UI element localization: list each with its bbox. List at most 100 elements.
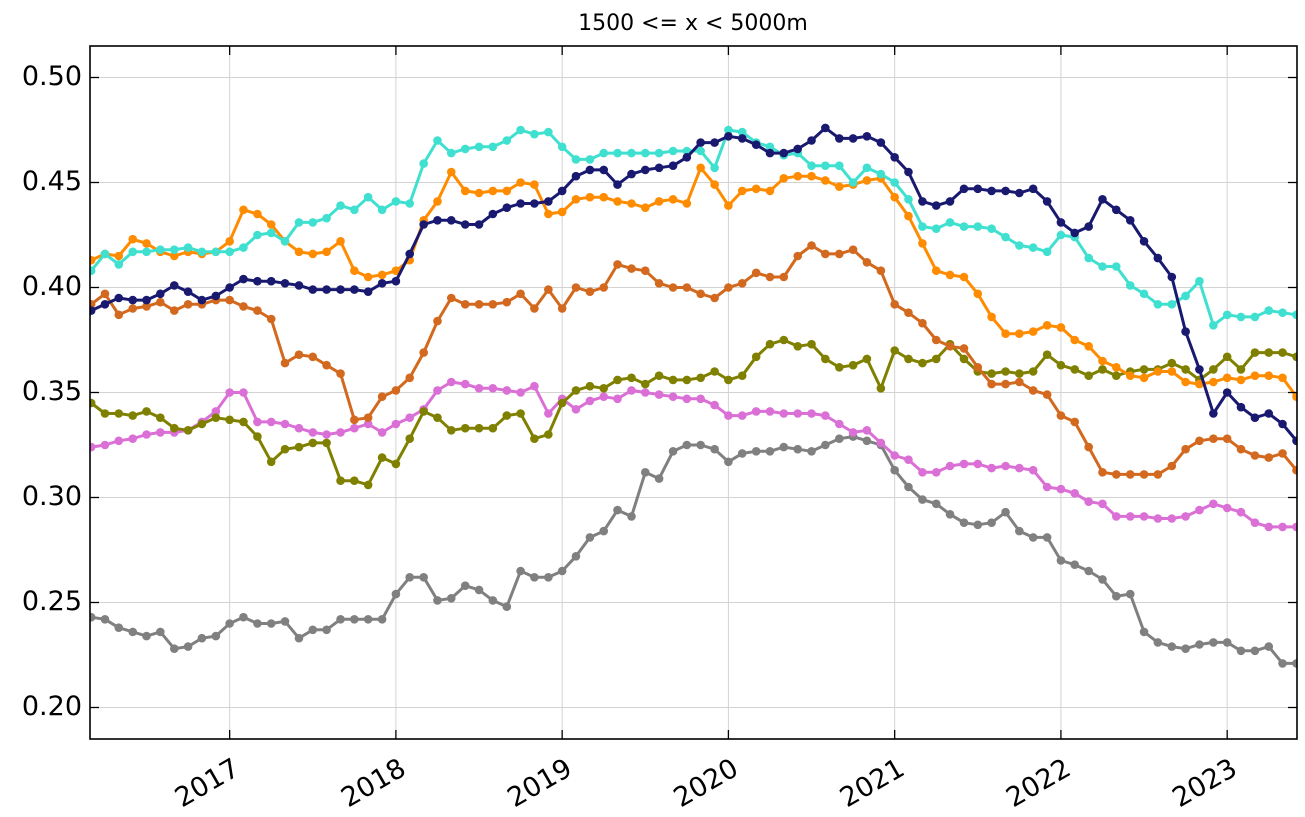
data-point (322, 625, 331, 635)
data-point (1111, 591, 1121, 601)
data-point (973, 289, 983, 299)
data-point (945, 218, 955, 227)
data-point (446, 167, 456, 177)
data-point (239, 302, 248, 311)
data-point (613, 394, 622, 404)
data-point (90, 266, 96, 275)
data-point (779, 174, 789, 183)
data-point (350, 205, 359, 215)
data-point (904, 354, 913, 364)
data-point (183, 426, 193, 435)
data-point (169, 306, 179, 315)
data-point (1195, 640, 1204, 649)
axes: 0.20 0.25 0.30 0.35 0.40 0.45 0.50 2017 2018 2019… (22, 46, 1297, 814)
data-point (308, 249, 318, 259)
data-point (502, 136, 512, 145)
data-point (862, 163, 872, 173)
data-point (280, 237, 290, 246)
data-point (599, 192, 609, 202)
data-point (294, 281, 304, 290)
data-point (544, 127, 553, 137)
data-point (654, 163, 664, 173)
data-point (142, 239, 151, 248)
data-point (253, 432, 262, 441)
data-point (751, 352, 761, 362)
data-point (751, 407, 761, 416)
data-point (640, 148, 650, 158)
data-point (128, 304, 138, 313)
data-point (1292, 522, 1297, 532)
data-point (433, 197, 442, 206)
data-point (1167, 272, 1177, 282)
data-point (835, 134, 844, 143)
data-point (280, 419, 290, 429)
data-point (918, 318, 927, 328)
data-point (1001, 186, 1010, 196)
data-point (460, 220, 470, 229)
data-point (571, 171, 581, 181)
data-point (959, 184, 969, 194)
data-point (474, 220, 484, 229)
data-point (183, 300, 193, 309)
data-point (294, 423, 304, 433)
data-point (1153, 514, 1163, 523)
data-point (613, 180, 622, 189)
data-point (114, 409, 124, 418)
data-point (211, 631, 221, 641)
data-point (211, 407, 221, 416)
y-tick-label: 0.30 (22, 481, 82, 512)
data-point (793, 409, 803, 418)
data-point (391, 589, 401, 599)
data-point (1181, 377, 1190, 387)
data-point (1250, 518, 1260, 527)
data-point (363, 419, 373, 429)
data-point (502, 602, 512, 611)
data-point (890, 465, 899, 475)
data-point (1028, 386, 1038, 395)
data-point (433, 316, 442, 326)
data-point (1098, 499, 1107, 509)
data-point (530, 199, 539, 208)
data-point (1056, 484, 1066, 494)
data-point (419, 159, 428, 168)
data-point (253, 306, 262, 315)
y-tick-label: 0.35 (22, 376, 82, 407)
data-point (1250, 451, 1260, 460)
data-point (835, 363, 844, 372)
data-point (737, 134, 747, 143)
data-point (1001, 367, 1010, 376)
data-point (1125, 216, 1135, 225)
data-point (904, 455, 913, 465)
data-point (350, 415, 359, 425)
data-point (266, 220, 276, 229)
data-point (1125, 470, 1135, 479)
data-point (253, 276, 262, 286)
data-point (156, 428, 165, 437)
data-point (502, 186, 512, 196)
data-point (1125, 512, 1135, 521)
data-point (876, 438, 886, 448)
data-point (488, 186, 498, 196)
data-point (1139, 470, 1149, 479)
data-point (1111, 512, 1121, 521)
data-point (336, 201, 345, 210)
data-point (433, 413, 442, 423)
data-point (1015, 463, 1024, 473)
data-point (724, 375, 733, 385)
data-point (419, 220, 428, 229)
data-point (530, 434, 539, 444)
data-point (488, 423, 498, 433)
data-point (571, 155, 581, 164)
data-point (862, 436, 872, 446)
data-point (377, 428, 387, 437)
data-point (90, 442, 96, 452)
data-point (890, 300, 899, 309)
data-point (460, 423, 470, 433)
data-point (1209, 499, 1218, 509)
data-point (1264, 371, 1274, 381)
data-point (1139, 289, 1149, 299)
data-point (516, 566, 525, 576)
data-point (613, 148, 622, 158)
data-point (1056, 230, 1066, 240)
data-point (987, 518, 996, 527)
